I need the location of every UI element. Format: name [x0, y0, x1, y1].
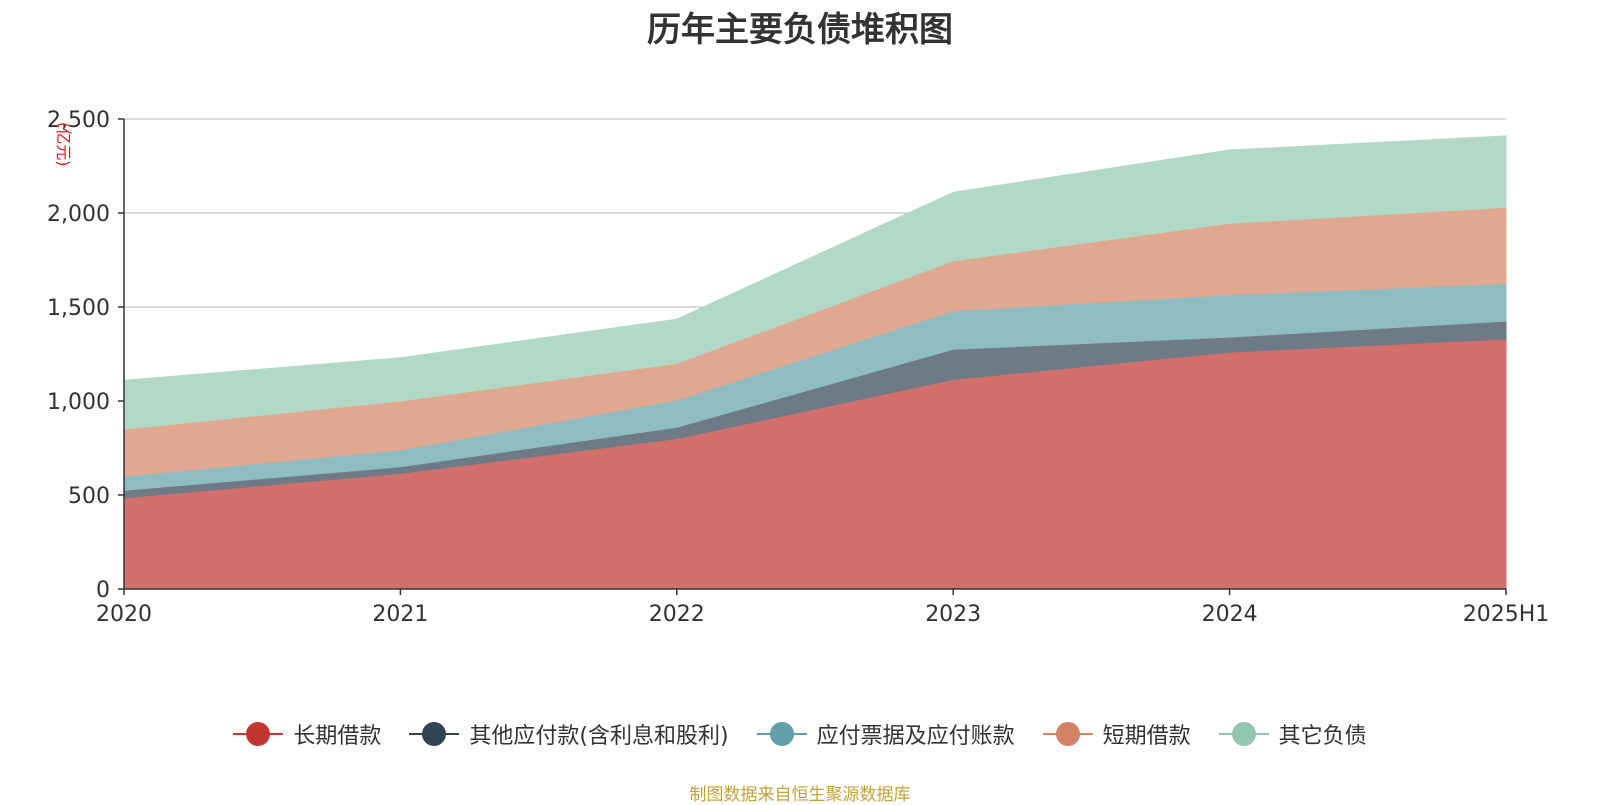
- area-series: [123, 135, 1507, 590]
- legend-marker: [1042, 722, 1093, 746]
- legend-item[interactable]: 长期借款: [233, 718, 381, 750]
- area-其它负债: [123, 135, 1507, 430]
- legend-label: 长期借款: [293, 724, 382, 749]
- legend-label: 其他应付款(含利息和股利): [469, 724, 729, 749]
- y-tick-label: 2,000: [47, 202, 110, 227]
- legend-item[interactable]: 短期借款: [1042, 718, 1191, 750]
- source-note: 制图数据来自恒生聚源数据库: [689, 785, 911, 805]
- y-tick-label: 1,000: [47, 390, 110, 415]
- legend-label: 其它负债: [1278, 724, 1367, 749]
- x-tick-label: 2024: [1202, 602, 1258, 627]
- y-tick-label: 1,500: [47, 296, 110, 321]
- axes: 0 500 1,000 1,500 2,000 2,500 2020 2021 2022 2023…: [47, 108, 1549, 627]
- legend-label: 短期借款: [1102, 724, 1191, 749]
- legend-marker: [1218, 722, 1269, 746]
- legend: 长期借款 其他应付款(含利息和股利) 应付票据及应付账款 短期借款 其它负债: [0, 718, 1600, 750]
- x-tick-label: 2025H1: [1463, 602, 1550, 627]
- y-tick-label: 500: [68, 484, 110, 509]
- legend-item[interactable]: 其它负债: [1218, 718, 1367, 750]
- y-tick-label: 2,500: [47, 108, 110, 133]
- legend-marker: [409, 722, 460, 746]
- chart-title: 历年主要负债堆积图: [647, 10, 953, 50]
- y-axis-unit-label: (亿元): [54, 122, 73, 167]
- x-tick-label: 2020: [96, 602, 152, 627]
- legend-item[interactable]: 其他应付款(含利息和股利): [409, 718, 729, 750]
- y-tick-label: 0: [96, 578, 110, 603]
- legend-marker: [756, 722, 807, 746]
- x-tick-label: 2023: [925, 602, 981, 627]
- legend-label: 应付票据及应付账款: [816, 724, 1015, 749]
- legend-item[interactable]: 应付票据及应付账款: [756, 718, 1015, 750]
- x-tick-label: 2021: [372, 602, 428, 627]
- legend-marker: [233, 722, 284, 746]
- x-tick-label: 2022: [649, 602, 705, 627]
